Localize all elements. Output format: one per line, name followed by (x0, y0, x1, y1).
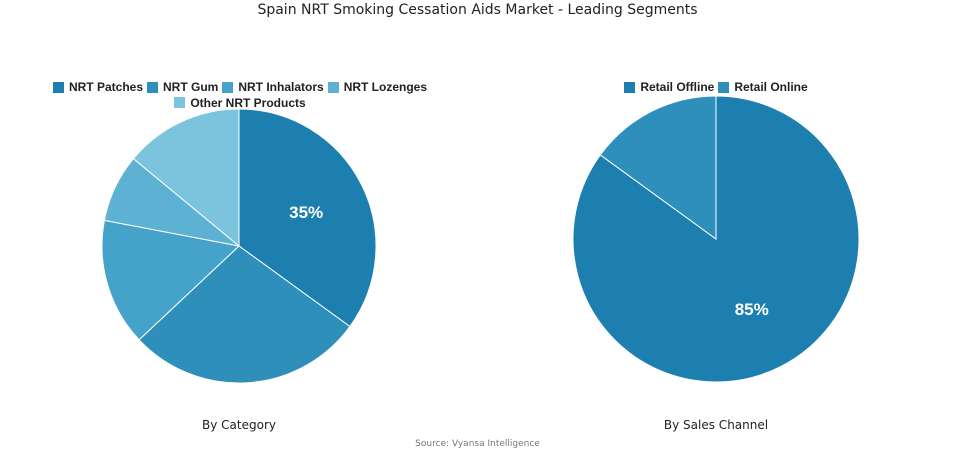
legend-swatch (624, 81, 636, 93)
subtitle-category: By Category (202, 418, 276, 432)
source-note: Source: Vyansa Intelligence (415, 439, 540, 449)
pie-slice-nrt-patches[interactable] (238, 108, 377, 328)
legend-swatch (52, 81, 64, 93)
pie-slice-other-nrt-products[interactable] (132, 108, 240, 248)
legend-item[interactable]: Retail Online (718, 80, 808, 94)
pie-slice-retail-online[interactable] (599, 95, 717, 240)
legend-label: NRT Patches (68, 80, 143, 94)
legend-label: Retail Offline (640, 80, 715, 94)
legend-category: NRT Patches NRT Gum NRT Inhalators NRT Loze… (40, 80, 440, 111)
legend-item[interactable]: NRT Gum (147, 80, 218, 94)
chart-title: Spain NRT Smoking Cessation Aids Market … (257, 2, 698, 18)
legend-swatch (327, 81, 339, 93)
pie-slice-nrt-gum[interactable] (138, 245, 351, 384)
pie-slice-retail-offline[interactable] (572, 95, 860, 383)
data-label: 35% (289, 203, 323, 222)
legend-label: NRT Lozenges (343, 80, 428, 94)
pie-slice-nrt-inhalators[interactable] (101, 219, 241, 341)
legend-swatch (222, 81, 234, 93)
data-label: 85% (735, 300, 769, 319)
legend-swatch (174, 97, 186, 108)
subtitle-sales-channel: By Sales Channel (663, 418, 769, 432)
legend-item[interactable]: NRT Lozenges (327, 80, 428, 94)
legend-item[interactable]: Retail Offline (624, 80, 714, 94)
legend-item[interactable]: NRT Patches (52, 80, 143, 94)
legend-label: NRT Inhalators (238, 80, 324, 94)
legend-label: NRT Gum (163, 80, 219, 94)
legend-label: Retail Online (734, 80, 808, 94)
legend-swatch (147, 81, 158, 93)
legend-item[interactable]: NRT Inhalators (222, 80, 324, 94)
legend-sales-channel: Retail Offline Retail Online (566, 80, 866, 96)
legend-swatch (718, 81, 730, 93)
legend-label: Other NRT Products (190, 95, 306, 110)
legend-item[interactable]: Other NRT Products (174, 95, 306, 110)
